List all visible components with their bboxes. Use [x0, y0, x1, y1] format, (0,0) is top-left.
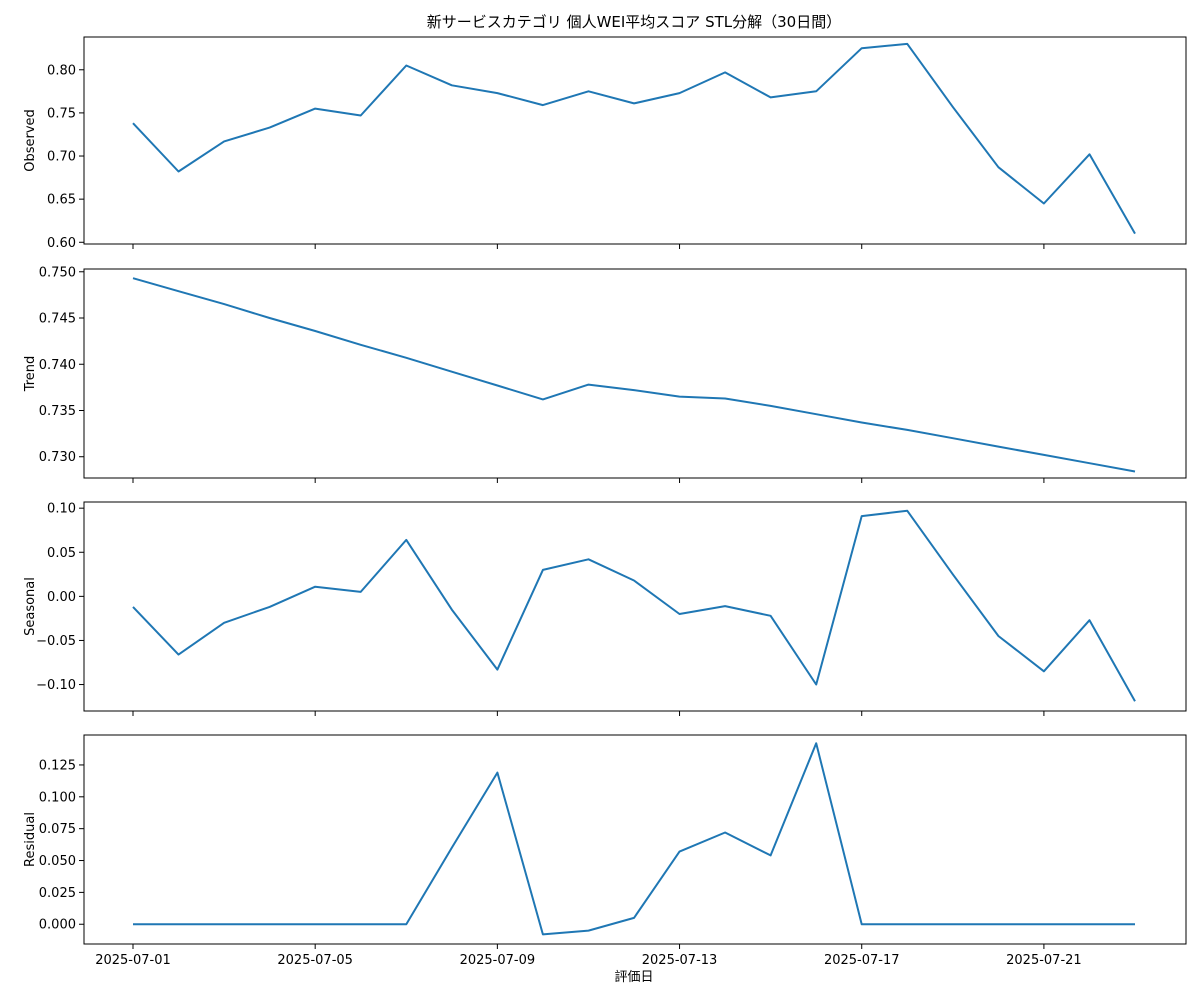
x-tick-label: 2025-07-09 [460, 953, 536, 968]
y-tick-label: 0.735 [39, 404, 76, 419]
y-axis-label: Seasonal [23, 577, 38, 636]
y-tick-label: 0.05 [47, 546, 76, 561]
y-tick-label: 0.80 [47, 63, 76, 78]
panel-residual: 0.000 0.025 0.050 0.075 0.100 0.125 2025-07-01… [23, 734, 1187, 968]
y-tick-label: 0.125 [39, 758, 76, 773]
y-tick-label: 0.00 [47, 590, 76, 605]
y-tick-label: 0.025 [39, 886, 76, 901]
plot-frame [83, 734, 1187, 945]
series-line-seasonal [132, 509, 1136, 702]
y-tick-label: 0.750 [39, 265, 76, 280]
chart-title: 新サービスカテゴリ 個人WEI平均スコア STL分解（30日間） [427, 13, 841, 31]
y-tick-label: 0.730 [39, 450, 76, 465]
plot-frame [83, 268, 1187, 479]
y-tick-label: 0.745 [39, 312, 76, 327]
x-axis-label: 評価日 [614, 970, 653, 985]
panel-seasonal: −0.10 −0.05 0.00 0.05 0.10 Seasonal [23, 501, 1187, 716]
y-tick-label: 0.000 [39, 918, 76, 933]
y-axis-label: Observed [23, 109, 38, 172]
x-tick-label: 2025-07-13 [642, 953, 718, 968]
y-tick-label: −0.10 [36, 678, 76, 693]
plot-frame [83, 36, 1187, 245]
panel-trend: 0.730 0.735 0.740 0.745 0.750 Trend [23, 265, 1187, 483]
y-tick-label: 0.65 [47, 193, 76, 208]
series-line-residual [133, 742, 1135, 936]
y-axis-label: Residual [23, 812, 38, 867]
y-tick-label: 0.60 [47, 236, 76, 251]
y-tick-label: 0.75 [47, 106, 76, 121]
series-line-observed [132, 42, 1136, 235]
x-tick-label: 2025-07-01 [95, 953, 171, 968]
x-tick-label: 2025-07-17 [824, 953, 900, 968]
y-axis-label: Trend [23, 356, 38, 393]
x-tick-label: 2025-07-05 [277, 953, 353, 968]
series-line-trend [132, 277, 1136, 473]
y-tick-label: 0.050 [39, 854, 76, 869]
y-tick-label: 0.70 [47, 150, 76, 165]
y-tick-label: 0.075 [39, 822, 76, 837]
y-tick-label: 0.10 [47, 502, 76, 517]
plot-frame [83, 501, 1187, 712]
y-tick-label: 0.740 [39, 358, 76, 373]
y-tick-label: −0.05 [36, 634, 76, 649]
panel-observed: 0.60 0.65 0.70 0.75 0.80 Observed [23, 36, 1187, 251]
x-tick-label: 2025-07-21 [1006, 953, 1082, 968]
y-tick-label: 0.100 [39, 790, 76, 805]
